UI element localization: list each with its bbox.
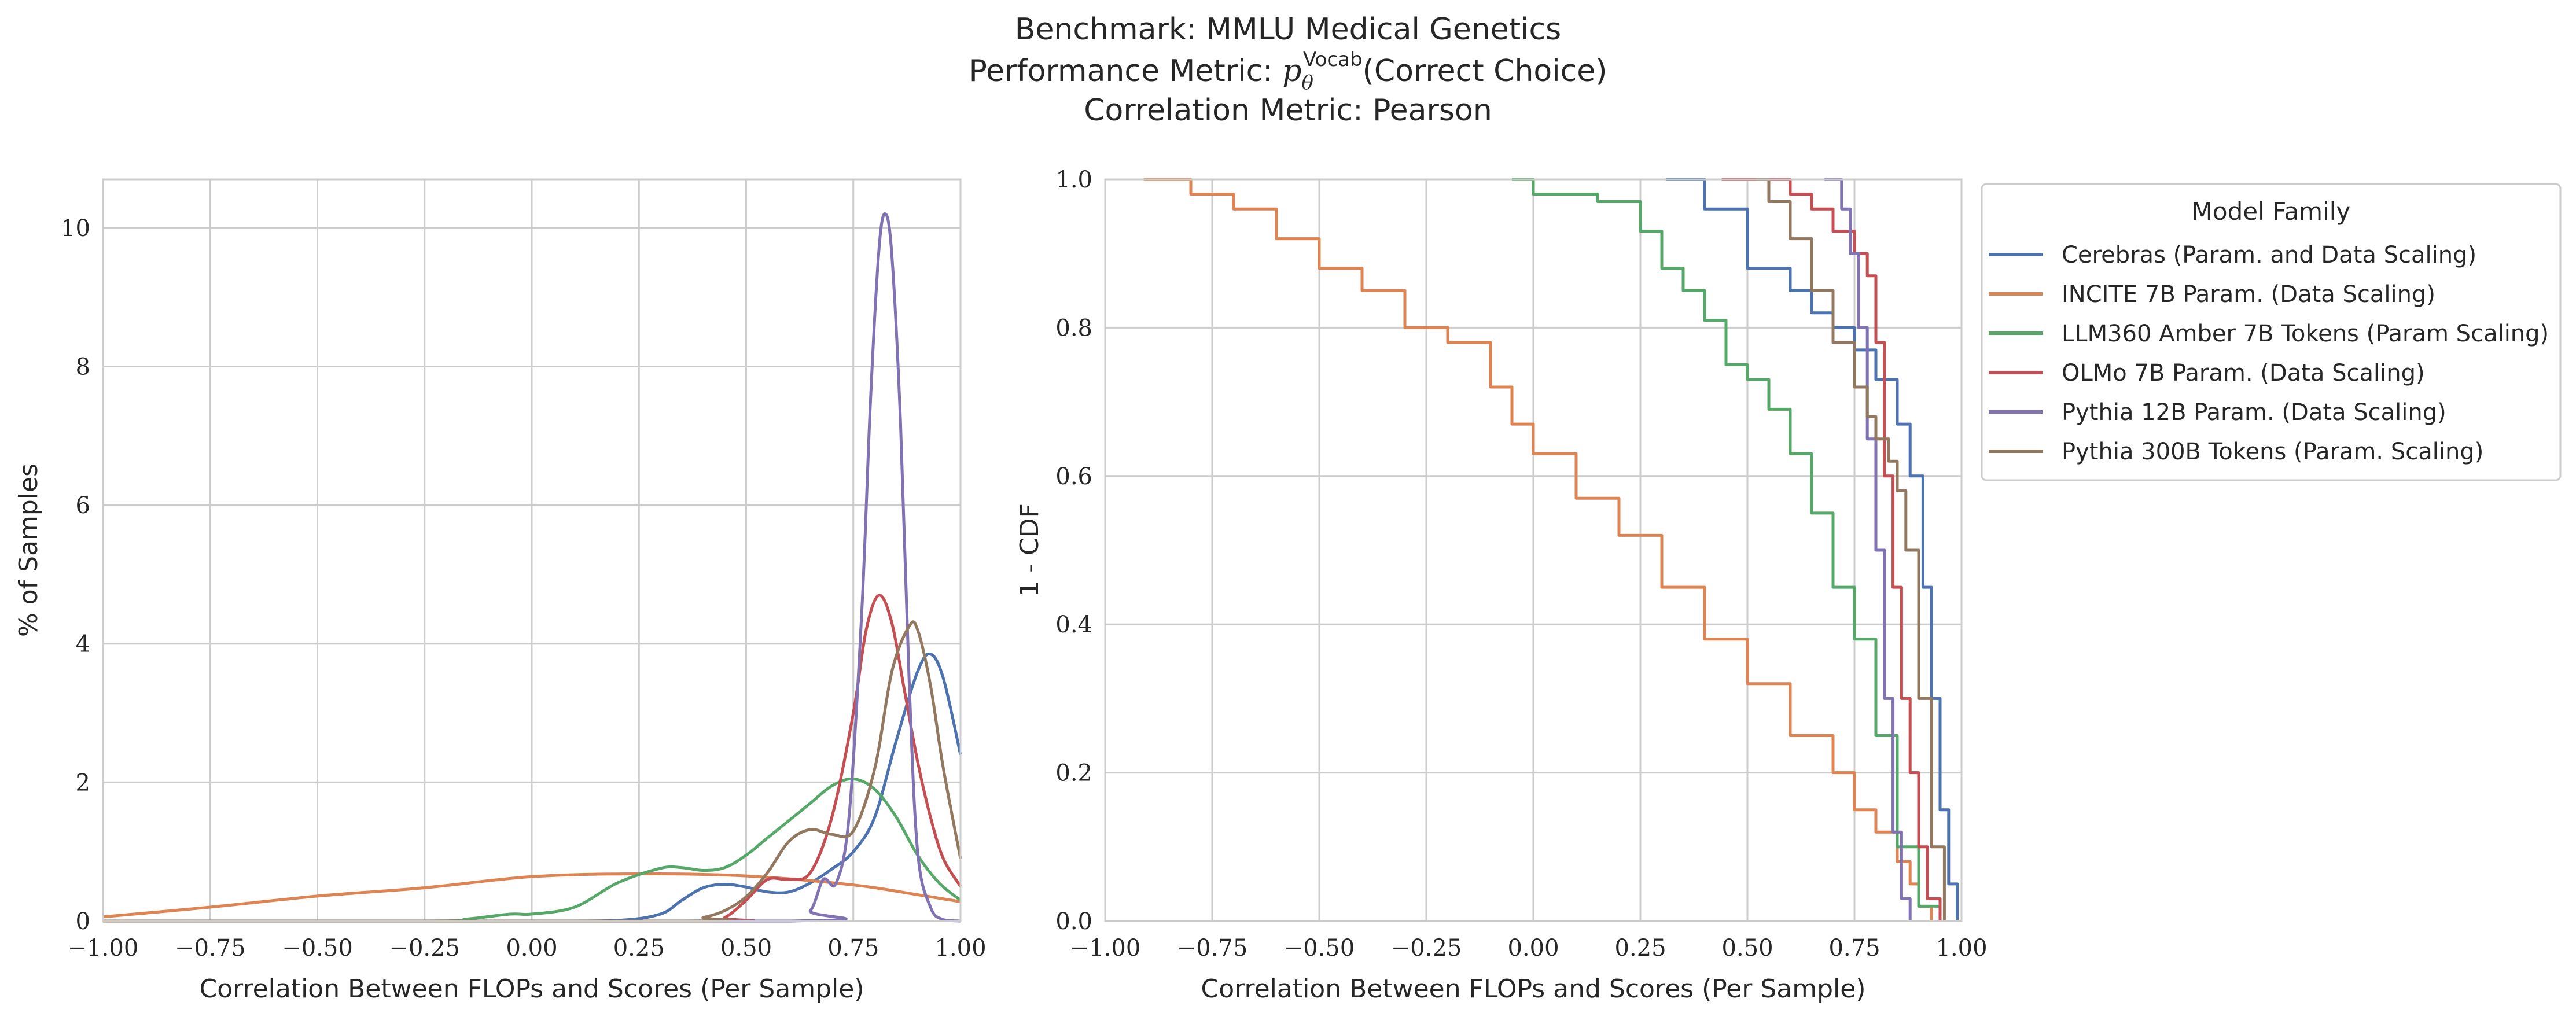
kde-panel: −1.00 −0.75 −0.50 −0.25 0.00 0.25 0.50 0.75 1.00…: [14, 178, 987, 1004]
legend-entry-0: Cerebras (Param. and Data Scaling): [2062, 242, 2476, 268]
legend-frame: [1981, 183, 2562, 481]
cdf-y-tick-label-4: 0.8: [1055, 315, 1092, 341]
kde-plot-frame: [102, 178, 962, 922]
legend-entry-4: Pythia 12B Param. (Data Scaling): [2062, 399, 2446, 426]
kde-x-tick-label-7: 0.75: [827, 935, 879, 962]
kde-x-tick-label-8: 1.00: [934, 935, 986, 962]
cdf-x-tick-label-7: 0.75: [1828, 935, 1880, 962]
cdf-series-5-line: [1756, 178, 1946, 921]
cdf-y-tick-label-0: 0.0: [1055, 908, 1092, 935]
cdf-series-0-line: [1666, 178, 1959, 921]
cdf-x-axis-label: Correlation Between FLOPs and Scores (Pe…: [1201, 974, 1865, 1004]
title-line-3: Correlation Metric: Pearson: [1084, 93, 1492, 128]
title-line-2-p: p: [1282, 54, 1301, 89]
cdf-x-tick-label-0: −1.00: [1070, 935, 1141, 962]
kde-y-tick-label-2: 4: [76, 631, 90, 658]
cdf-series-1-line: [1143, 178, 1933, 921]
kde-series-1-line: [102, 872, 961, 919]
cdf-x-tick-label-3: −0.25: [1391, 935, 1462, 962]
cdf-x-tick-label-2: −0.50: [1284, 935, 1355, 962]
kde-y-tick-label-1: 2: [76, 769, 90, 796]
cdf-y-tick-label-5: 1.0: [1055, 167, 1092, 193]
title-line-2: Performance Metric: pθVocab(Correct Choi…: [969, 48, 1607, 94]
kde-y-tick-label-4: 8: [76, 353, 90, 380]
title-line-2-suffix: (Correct Choice): [1363, 54, 1607, 89]
kde-x-tick-label-2: −0.50: [282, 935, 353, 962]
legend-title: Model Family: [2192, 197, 2351, 226]
title-line-2-sub: θ: [1302, 71, 1313, 94]
cdf-x-tick-label-8: 1.00: [1935, 935, 1987, 962]
kde-x-tick-label-6: 0.50: [720, 935, 772, 962]
title-line-2-sup: Vocab: [1303, 48, 1363, 71]
kde-y-axis-label: % of Samples: [14, 463, 43, 637]
legend-entry-1: INCITE 7B Param. (Data Scaling): [2062, 281, 2435, 308]
kde-x-tick-label-4: 0.00: [506, 935, 557, 962]
cdf-x-tick-label-5: 0.25: [1614, 935, 1666, 962]
cdf-series-3-line: [1721, 178, 1942, 921]
kde-series-4-line: [103, 212, 961, 923]
kde-x-tick-label-3: −0.25: [389, 935, 460, 962]
legend-entry-3: OLMo 7B Param. (Data Scaling): [2062, 360, 2425, 386]
cdf-x-tick-label-4: 0.00: [1507, 935, 1559, 962]
legend-entry-2: LLM360 Amber 7B Tokens (Param Scaling): [2062, 321, 2549, 347]
kde-x-axis-label: Correlation Between FLOPs and Scores (Pe…: [199, 974, 864, 1004]
kde-x-tick-label-1: −0.75: [175, 935, 246, 962]
cdf-y-axis-label: 1 - CDF: [1015, 503, 1044, 597]
kde-y-tick-label-3: 6: [76, 492, 90, 519]
kde-x-tick-label-0: −1.00: [68, 935, 139, 962]
kde-y-tick-label-5: 10: [61, 215, 90, 242]
figure-title: Benchmark: MMLU Medical Genetics Perform…: [969, 12, 1607, 128]
legend-entry-5: Pythia 300B Tokens (Param. Scaling): [2062, 439, 2483, 465]
kde-y-tick-label-0: 0: [76, 908, 90, 935]
cdf-x-tick-label-1: −0.75: [1177, 935, 1248, 962]
cdf-x-tick-label-6: 0.50: [1721, 935, 1773, 962]
title-line-1: Benchmark: MMLU Medical Genetics: [1015, 12, 1561, 47]
kde-x-tick-label-5: 0.25: [613, 935, 665, 962]
cdf-y-tick-label-2: 0.4: [1055, 612, 1092, 638]
cdf-y-tick-label-3: 0.6: [1055, 463, 1092, 490]
kde-series-2-line: [103, 777, 962, 923]
title-line-2-prefix: Performance Metric:: [969, 54, 1282, 89]
cdf-plot-frame: [1104, 178, 1963, 922]
legend: Model Family Cerebras (Param. and Data S…: [1981, 183, 2562, 481]
cdf-y-tick-label-1: 0.2: [1055, 760, 1092, 787]
cdf-series-2-line: [1512, 178, 1942, 921]
cdf-panel: −1.00 −0.75 −0.50 −0.25 0.00 0.25 0.50 0.75 1.00…: [1015, 167, 1988, 1004]
